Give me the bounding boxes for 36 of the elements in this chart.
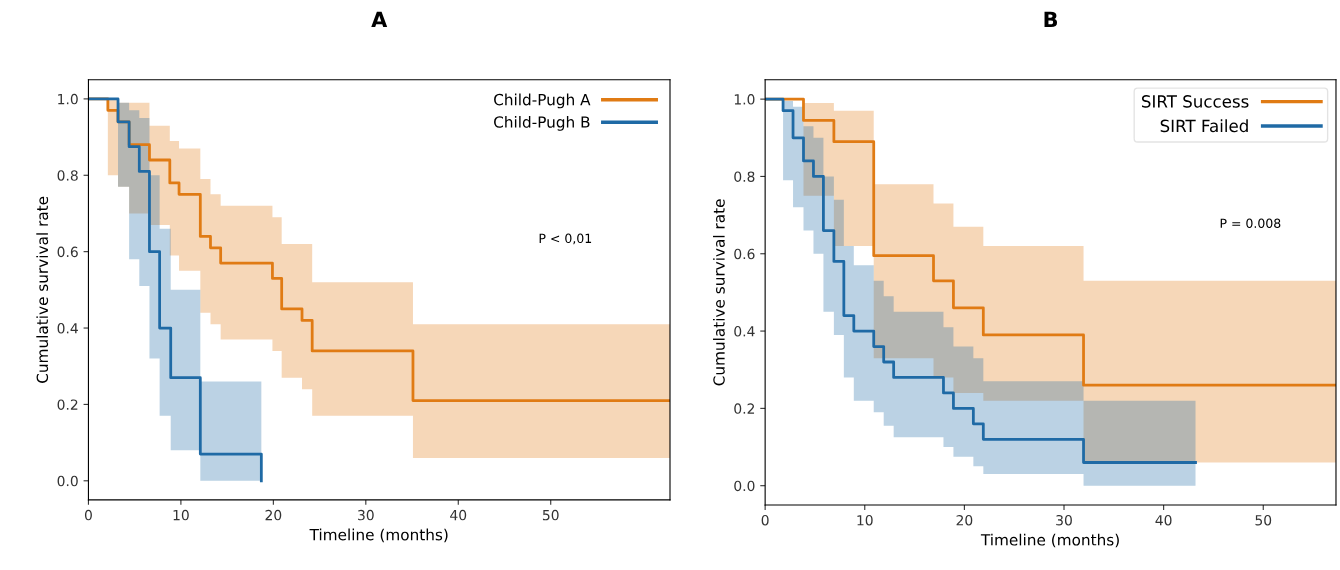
x-tick-label: 40 bbox=[1155, 514, 1172, 526]
x-axis-title: Timeline (months) bbox=[309, 528, 448, 543]
annotation: P < 0,01 bbox=[539, 233, 592, 245]
legend-label: SIRT Success bbox=[1141, 95, 1249, 108]
x-axis-title: Timeline (months) bbox=[980, 533, 1119, 548]
y-axis-title: Cumulative survival rate bbox=[712, 199, 725, 386]
legend-label: Child-Pugh B bbox=[494, 115, 590, 131]
y-tick-label: 0.6 bbox=[57, 246, 78, 258]
annotation: P = 0.008 bbox=[1220, 218, 1281, 228]
y-tick-label: 0.6 bbox=[734, 248, 755, 260]
y-tick-label: 0.2 bbox=[57, 399, 78, 410]
y-tick-label: 0.8 bbox=[734, 171, 755, 182]
x-tick-label: 10 bbox=[857, 514, 873, 526]
legend-label: SIRT Failed bbox=[1160, 119, 1248, 133]
y-tick-label: 1.0 bbox=[734, 94, 755, 105]
y-tick-label: 0.0 bbox=[57, 475, 78, 487]
y-tick-label: 1.0 bbox=[58, 93, 78, 105]
x-tick-label: 10 bbox=[173, 509, 189, 521]
x-tick-label: 40 bbox=[450, 509, 467, 521]
x-tick-label: 20 bbox=[265, 509, 282, 521]
y-tick-label: 0.0 bbox=[734, 480, 755, 492]
x-tick-label: 0 bbox=[84, 509, 92, 521]
x-tick-label: 30 bbox=[358, 509, 374, 521]
y-tick-label: 0.8 bbox=[57, 170, 78, 181]
chart-title: A bbox=[371, 11, 388, 28]
x-tick-label: 20 bbox=[956, 514, 973, 526]
x-tick-label: 0 bbox=[761, 514, 769, 526]
x-tick-label: 50 bbox=[542, 509, 559, 521]
y-tick-label: 0.4 bbox=[57, 323, 78, 334]
y-axis-title: Cumulative survival rate bbox=[36, 196, 49, 383]
y-tick-label: 0.2 bbox=[734, 403, 755, 414]
x-tick-label: 50 bbox=[1255, 514, 1272, 526]
y-tick-label: 0.4 bbox=[734, 326, 755, 337]
legend-label: Child-Pugh A bbox=[494, 93, 591, 109]
chart-title: B bbox=[1044, 11, 1058, 28]
x-tick-label: 30 bbox=[1056, 514, 1072, 526]
